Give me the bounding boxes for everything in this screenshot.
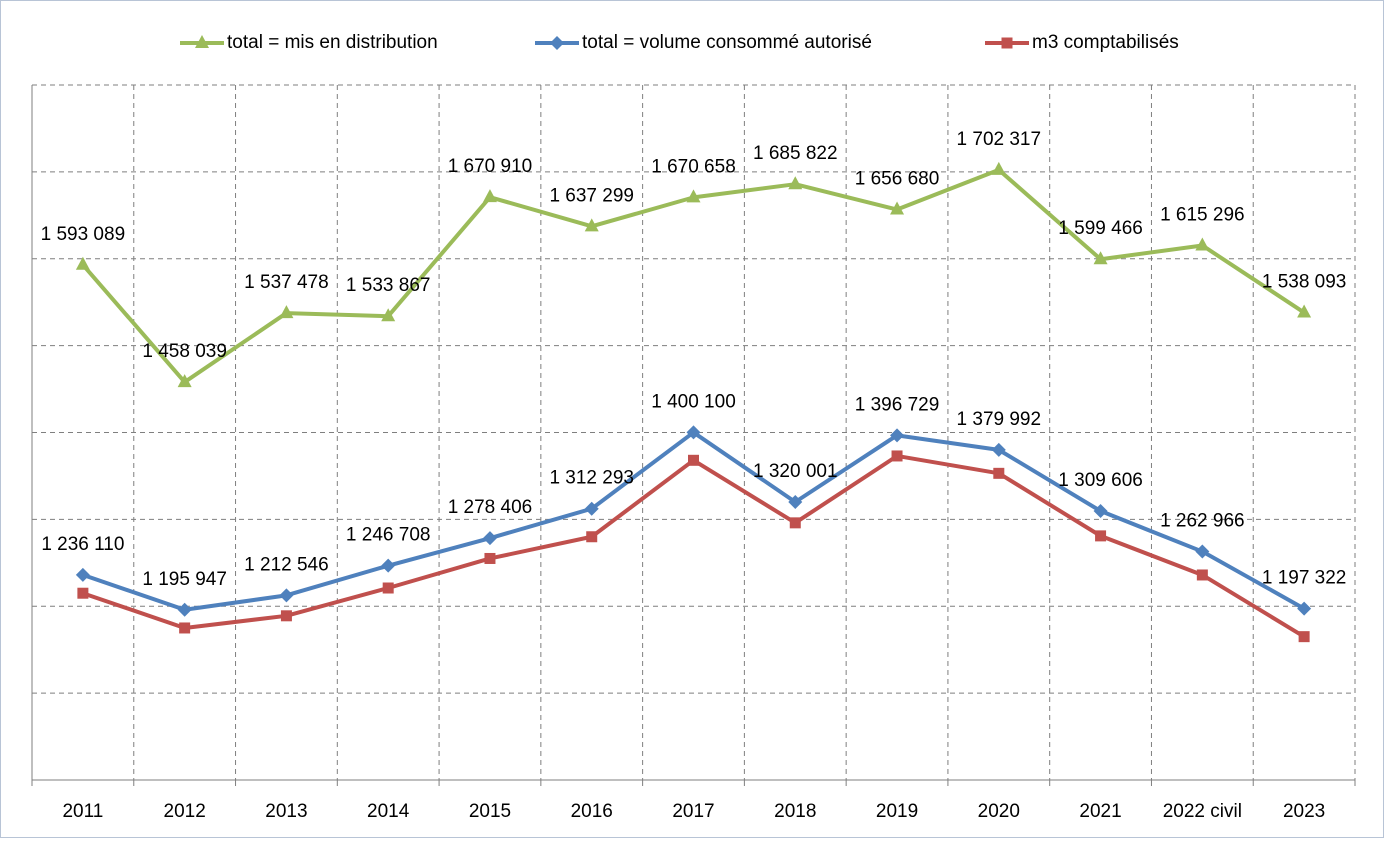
data-point bbox=[1093, 251, 1108, 265]
data-point bbox=[991, 442, 1006, 457]
x-tick-label: 2016 bbox=[571, 801, 613, 822]
data-label: 1 197 322 bbox=[1262, 568, 1347, 589]
data-label: 1 656 680 bbox=[855, 169, 940, 190]
data-point bbox=[279, 305, 294, 319]
data-point bbox=[280, 610, 292, 622]
data-label: 1 537 478 bbox=[244, 272, 329, 293]
data-point bbox=[1196, 569, 1208, 581]
data-label: 1 246 708 bbox=[346, 525, 431, 546]
data-label: 1 533 867 bbox=[346, 275, 431, 296]
data-point bbox=[279, 588, 294, 603]
x-tick-label: 2019 bbox=[876, 801, 918, 822]
data-label: 1 236 110 bbox=[41, 534, 124, 555]
data-point bbox=[381, 558, 396, 573]
data-label: 1 458 039 bbox=[142, 341, 227, 362]
x-tick-label: 2012 bbox=[164, 801, 206, 822]
data-point bbox=[890, 201, 905, 215]
data-label: 1 615 296 bbox=[1160, 204, 1245, 225]
data-label: 1 702 317 bbox=[957, 129, 1042, 150]
x-tick-label: 2014 bbox=[367, 801, 410, 822]
data-point bbox=[77, 587, 89, 599]
data-label: 1 538 093 bbox=[1262, 272, 1347, 293]
x-tick-label: 2013 bbox=[265, 801, 307, 822]
data-label: 1 685 822 bbox=[753, 143, 838, 164]
data-point bbox=[586, 531, 598, 543]
data-point bbox=[891, 450, 903, 462]
data-label: 1 212 546 bbox=[244, 554, 329, 575]
data-point bbox=[686, 425, 701, 440]
data-point bbox=[177, 374, 192, 388]
data-label: 1 278 406 bbox=[448, 497, 533, 518]
x-tick-label: 2022 civil bbox=[1163, 801, 1242, 822]
data-point bbox=[482, 189, 497, 203]
data-point bbox=[177, 602, 192, 617]
data-point bbox=[179, 622, 191, 634]
data-point bbox=[1095, 530, 1107, 542]
data-point bbox=[1093, 504, 1108, 519]
x-tick-label: 2020 bbox=[978, 801, 1020, 822]
data-point bbox=[991, 161, 1006, 175]
data-point bbox=[584, 501, 599, 516]
data-label: 1 379 992 bbox=[957, 409, 1042, 430]
data-label: 1 262 966 bbox=[1160, 511, 1245, 532]
legend-marker bbox=[195, 35, 209, 48]
data-point bbox=[482, 531, 497, 546]
data-point bbox=[788, 494, 803, 509]
data-point bbox=[688, 454, 699, 466]
data-label: 1 312 293 bbox=[549, 468, 634, 489]
data-point bbox=[1195, 237, 1210, 251]
data-point bbox=[1297, 304, 1312, 318]
data-point bbox=[686, 189, 701, 203]
data-point bbox=[584, 218, 599, 232]
data-label: 1 670 910 bbox=[448, 156, 533, 177]
data-point bbox=[1298, 631, 1310, 643]
data-label: 1 400 100 bbox=[651, 391, 736, 412]
legend-marker bbox=[1001, 37, 1013, 49]
data-point bbox=[75, 256, 90, 270]
x-tick-label: 2018 bbox=[774, 801, 816, 822]
legend-label: m3 comptabilisés bbox=[1032, 32, 1179, 53]
data-label: 1 309 606 bbox=[1058, 470, 1143, 491]
x-tick-label: 2021 bbox=[1079, 801, 1121, 822]
data-label: 1 637 299 bbox=[549, 185, 634, 206]
data-label: 1 670 658 bbox=[651, 156, 736, 177]
data-point bbox=[381, 308, 396, 322]
data-point bbox=[890, 428, 905, 443]
x-tick-label: 2015 bbox=[469, 801, 511, 822]
data-point bbox=[484, 552, 496, 564]
x-tick-label: 2017 bbox=[672, 801, 714, 822]
legend-label: total = volume consommé autorisé bbox=[582, 32, 872, 53]
data-label: 1 195 947 bbox=[142, 569, 227, 590]
x-tick-label: 2023 bbox=[1283, 801, 1325, 822]
x-tick-label: 2011 bbox=[62, 801, 103, 822]
data-point bbox=[788, 176, 803, 190]
data-point bbox=[1297, 601, 1312, 616]
data-label: 1 599 466 bbox=[1058, 218, 1143, 239]
data-point bbox=[382, 582, 394, 594]
data-point bbox=[789, 517, 801, 529]
data-label: 1 396 729 bbox=[855, 394, 940, 415]
legend-label: total = mis en distribution bbox=[227, 32, 438, 53]
data-label: 1 593 089 bbox=[41, 224, 126, 245]
data-point bbox=[993, 467, 1005, 479]
data-point bbox=[75, 567, 90, 582]
legend-marker bbox=[550, 36, 564, 50]
data-label: 1 320 001 bbox=[753, 461, 838, 482]
data-point bbox=[1195, 544, 1210, 559]
